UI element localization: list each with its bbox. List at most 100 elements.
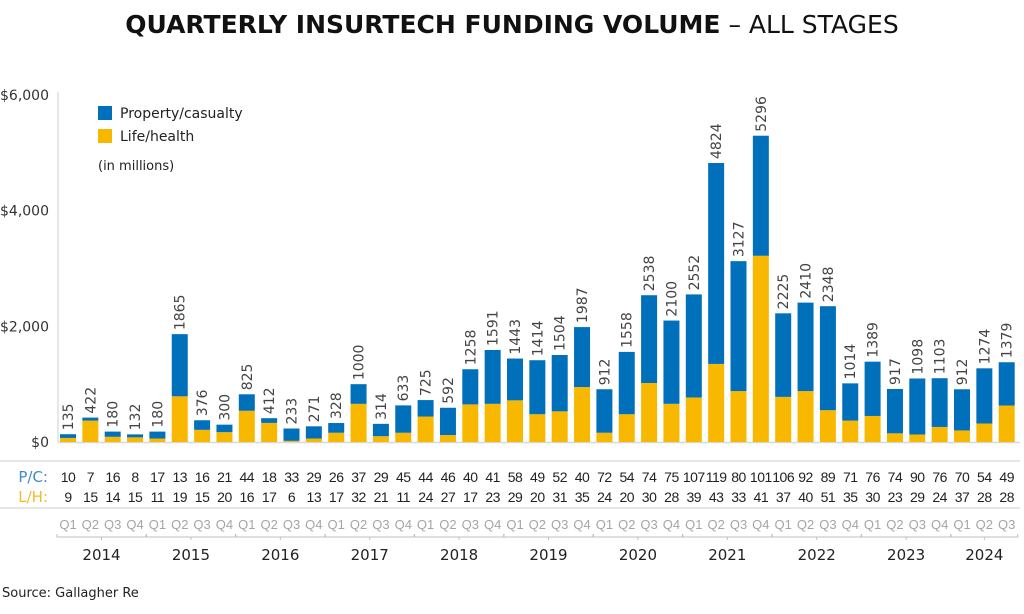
- bar-property-casualty: [797, 302, 814, 392]
- bar-property-casualty: [484, 349, 501, 404]
- bar-life-health: [194, 429, 211, 442]
- pc-deal-count: 72: [597, 469, 612, 485]
- quarter-tick-label: Q4: [395, 517, 412, 532]
- lh-deal-count: 11: [396, 489, 410, 505]
- quarter-tick-label: Q4: [663, 517, 680, 532]
- bar-total-label: 1414: [530, 321, 546, 357]
- lh-deal-count: 20: [530, 489, 545, 505]
- bar-total-label: 825: [240, 364, 256, 391]
- bar-life-health: [171, 396, 188, 442]
- pc-deal-count: 80: [731, 469, 746, 485]
- lh-deal-count: 40: [798, 489, 813, 505]
- quarter-tick-label: Q3: [551, 517, 568, 532]
- bar-life-health: [216, 432, 233, 442]
- bar-property-casualty: [328, 423, 345, 433]
- bar-property-casualty: [507, 358, 523, 401]
- bar-life-health: [462, 404, 479, 442]
- bar-life-health: [954, 430, 970, 442]
- bar-total-label: 1987: [575, 287, 591, 323]
- bar-life-health: [931, 426, 948, 442]
- lh-deal-count: 17: [329, 489, 344, 505]
- quarter-tick-label: Q1: [59, 517, 76, 532]
- lh-deal-count: 14: [105, 489, 120, 505]
- lh-deal-count: 17: [463, 489, 478, 505]
- pc-deal-count: 54: [619, 469, 634, 485]
- bar-total-label: 912: [955, 359, 971, 386]
- bar-property-casualty: [305, 426, 322, 439]
- pc-deal-count: 7: [87, 469, 95, 485]
- year-label: 2024: [965, 546, 1003, 564]
- pc-deal-count: 41: [485, 469, 500, 485]
- bar-life-health: [261, 422, 278, 442]
- bar-property-casualty: [238, 394, 255, 411]
- bar-property-casualty: [551, 355, 568, 412]
- bar-total-label: 135: [61, 403, 77, 430]
- bar-total-label: 376: [195, 389, 211, 416]
- bar-life-health: [551, 411, 568, 442]
- bar-property-casualty: [775, 313, 792, 397]
- quarter-tick-label: Q1: [775, 517, 792, 532]
- legend-label: Property/casualty: [120, 106, 243, 122]
- bar-property-casualty: [216, 424, 233, 433]
- bar-property-casualty: [194, 420, 211, 430]
- legend-swatch-life-health: [98, 129, 112, 143]
- bar-total-label: 2538: [642, 256, 658, 292]
- lh-deal-count: 23: [485, 489, 500, 505]
- bar-total-label: 1103: [933, 339, 949, 375]
- year-label: 2022: [798, 546, 836, 564]
- bar-property-casualty: [618, 351, 635, 415]
- pc-deal-count: 107: [683, 469, 706, 485]
- chart-title-suffix: – ALL STAGES: [728, 10, 899, 39]
- pc-deal-count: 21: [217, 469, 232, 485]
- bar-property-casualty: [283, 428, 300, 441]
- bar-total-label: 917: [888, 358, 904, 385]
- year-label: 2020: [619, 546, 657, 564]
- pc-deal-count: 70: [955, 469, 970, 485]
- bar-life-health: [574, 387, 591, 442]
- bar-life-health: [149, 438, 166, 442]
- quarter-tick-label: Q4: [126, 517, 143, 532]
- pc-deal-count: 10: [61, 469, 76, 485]
- pc-deal-count: 71: [843, 469, 858, 485]
- legend-label: Life/health: [120, 129, 194, 145]
- bar-life-health: [797, 391, 814, 442]
- pc-deal-count: 54: [977, 469, 992, 485]
- quarter-tick-label: Q3: [372, 517, 389, 532]
- bar-property-casualty: [261, 418, 278, 423]
- bar-life-health: [976, 423, 993, 442]
- pc-deal-count: 29: [307, 469, 322, 485]
- bar-property-casualty: [708, 163, 725, 364]
- lh-deal-count: 23: [888, 489, 903, 505]
- lh-deal-count: 20: [619, 489, 634, 505]
- bar-life-health: [886, 433, 903, 442]
- bar-property-casualty: [82, 417, 99, 421]
- lh-deal-count: 37: [955, 489, 970, 505]
- pc-deal-count: 33: [284, 469, 299, 485]
- bar-property-casualty: [931, 378, 948, 427]
- year-bracket: [414, 534, 505, 538]
- quarter-tick-label: Q2: [618, 517, 635, 532]
- pc-deal-count: 49: [530, 469, 545, 485]
- pc-deal-count: 101: [750, 469, 773, 485]
- year-bracket: [771, 534, 862, 538]
- bar-total-label: 2410: [799, 263, 815, 299]
- bar-total-label: 1865: [173, 295, 189, 331]
- bar-property-casualty: [439, 407, 456, 436]
- bar-life-health: [507, 400, 523, 442]
- quarter-tick-label: Q2: [976, 517, 993, 532]
- bar-life-health: [641, 383, 658, 442]
- quarter-tick-label: Q4: [931, 517, 948, 532]
- bar-total-label: 233: [285, 398, 301, 425]
- quarter-tick-label: Q1: [596, 517, 613, 532]
- bar-total-label: 1389: [866, 322, 882, 358]
- y-tick-label: $2,000: [0, 319, 49, 335]
- bar-total-label: 1098: [910, 339, 926, 375]
- lh-deal-count: 31: [552, 489, 567, 505]
- bar-property-casualty: [372, 423, 389, 437]
- bar-property-casualty: [60, 434, 76, 438]
- lh-deal-count: 13: [307, 489, 322, 505]
- bar-property-casualty: [819, 306, 836, 411]
- quarter-tick-label: Q2: [82, 517, 99, 532]
- lh-deal-count: 30: [642, 489, 657, 505]
- bar-life-health: [328, 432, 345, 442]
